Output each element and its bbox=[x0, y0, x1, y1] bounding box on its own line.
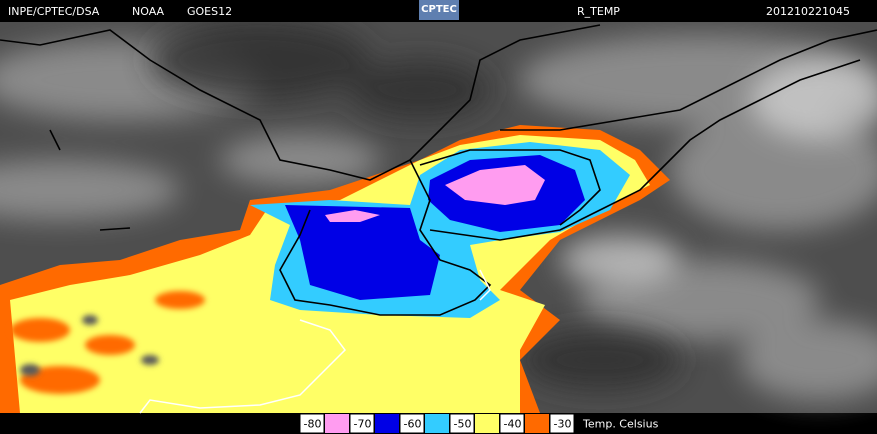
legend-level: -50 bbox=[454, 418, 472, 431]
legend: -80 -70 -60 -50 -40 -30 Temp. Celsius bbox=[299, 413, 659, 434]
coastlines bbox=[0, 24, 877, 316]
legend-swatch bbox=[475, 414, 499, 433]
legend-level: -30 bbox=[554, 418, 572, 431]
legend-label-box bbox=[349, 413, 375, 434]
legend-label-box bbox=[449, 413, 475, 434]
legend-level: -80 bbox=[304, 418, 322, 431]
legend-swatch bbox=[325, 414, 349, 433]
legend-label-box bbox=[549, 413, 575, 434]
legend-label-box bbox=[299, 413, 325, 434]
legend-swatch bbox=[425, 414, 449, 433]
legend-label-box bbox=[399, 413, 425, 434]
borders bbox=[139, 269, 491, 414]
source: INPE/CPTEC/DSA bbox=[8, 5, 100, 18]
logo: CPTEC bbox=[421, 4, 457, 15]
legend-level: -40 bbox=[504, 418, 522, 431]
agency: NOAA bbox=[132, 5, 165, 18]
logo-box bbox=[419, 0, 459, 20]
temperature-areas bbox=[0, 125, 670, 413]
area-minus-70 bbox=[325, 165, 545, 222]
product: R_TEMP bbox=[577, 5, 620, 18]
timestamp: 201210221045 bbox=[766, 5, 850, 18]
legend-swatch bbox=[525, 414, 549, 433]
legend-swatch bbox=[375, 414, 399, 433]
legend-level: -70 bbox=[354, 418, 372, 431]
legend-label-box bbox=[499, 413, 525, 434]
satellite: GOES12 bbox=[187, 5, 232, 18]
legend-unit: Temp. Celsius bbox=[582, 418, 659, 431]
legend-level: -60 bbox=[404, 418, 422, 431]
